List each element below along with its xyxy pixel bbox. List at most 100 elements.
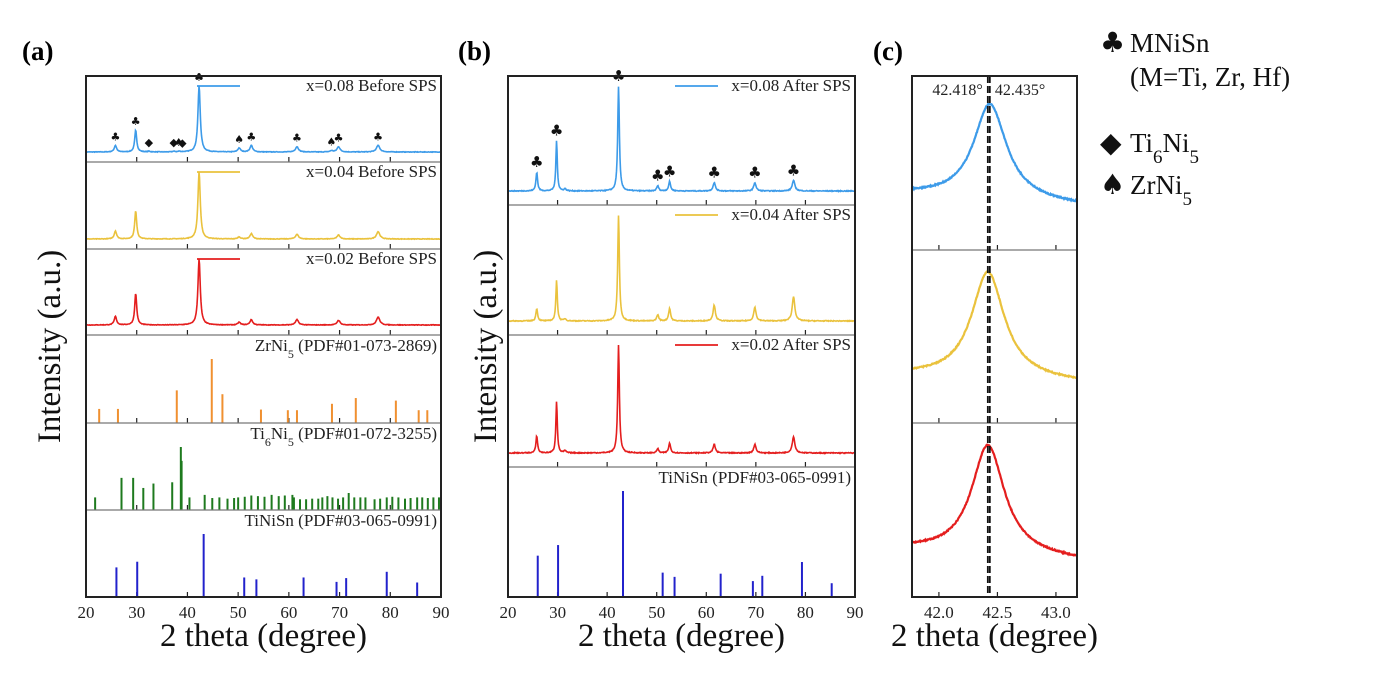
x-tick-label: 90 (847, 603, 864, 622)
legend-key-sublabel: (M=Ti, Zr, Hf) (1130, 62, 1290, 92)
reference-label: Ti6Ni5 (PDF#01-072-3255) (250, 424, 437, 449)
label-part: MNiSn (1130, 28, 1210, 58)
peak-marker-club-icon: ♣ (194, 71, 204, 84)
label-part: Ti (250, 424, 265, 443)
panel-label: (b) (458, 36, 491, 66)
x-tick-label: 80 (797, 603, 814, 622)
subscript: 6 (265, 435, 271, 449)
subscript: 5 (288, 347, 294, 361)
peak-position-label: 42.418° (932, 82, 982, 99)
label-part: Ni (1163, 128, 1190, 158)
x-tick-label: 50 (230, 603, 247, 622)
label-part: (PDF#01-072-3255) (294, 424, 437, 443)
peak-marker-club-icon: ♣ (131, 115, 141, 128)
subplot-2 (911, 249, 1077, 423)
x-tick-label: 20 (78, 603, 95, 622)
panel-label: (c) (873, 36, 903, 66)
subplot-3: x=0.02 After SPS (507, 334, 856, 467)
y-axis-title: Intensity (a.u.) (468, 250, 504, 443)
legend-label: x=0.02 Before SPS (306, 249, 437, 268)
legend-label: x=0.02 After SPS (731, 335, 851, 354)
peak-marker-club-icon: ♣ (707, 164, 720, 182)
label-part: ZrNi (255, 336, 288, 355)
peak-marker-club-icon: ♣ (292, 132, 302, 145)
peak-marker-club-icon: ♣ (246, 130, 256, 143)
subplot-2: x=0.04 Before SPS (85, 161, 441, 249)
xrd-pattern-line (507, 344, 856, 455)
x-tick-label: 30 (128, 603, 145, 622)
peak-marker-diamond-icon: ◆ (178, 136, 187, 149)
peak-profile-line (911, 102, 1078, 203)
peak-marker-club-icon: ♣ (110, 130, 120, 143)
label-part: (PDF#03-065-0991) (294, 511, 437, 530)
subscript: 6 (1153, 147, 1163, 168)
peak-marker-club-icon: ♣ (334, 132, 344, 145)
peak-marker-diamond-icon: ◆ (170, 136, 179, 149)
label-part: Ti (1130, 128, 1153, 158)
reference-label: ZrNi5 (PDF#01-073-2869) (255, 336, 437, 361)
x-axis-title: 2 theta (degree) (160, 618, 367, 654)
x-axis-title: 2 theta (degree) (578, 618, 785, 654)
x-tick-label: 90 (433, 603, 450, 622)
xrd-pattern-line (85, 172, 441, 241)
x-tick-label: 30 (549, 603, 566, 622)
label-part: TiNiSn (244, 511, 294, 530)
xrd-pattern-line (85, 259, 442, 327)
subscript: 5 (288, 435, 294, 449)
subplot-3 (911, 422, 1078, 597)
peak-marker-spade-icon: ♠ (327, 135, 337, 148)
xrd-pattern-line (85, 86, 441, 154)
subplot-3: x=0.02 Before SPS (85, 248, 442, 335)
label-part: (PDF#03-065-0991) (708, 468, 851, 487)
subplot-4: TiNiSn (PDF#03-065-0991) (508, 466, 855, 597)
label-part: ZrNi (1130, 170, 1182, 200)
plot-frame (507, 75, 856, 598)
panel-a: (a)x=0.08 Before SPS♣♣◆ ◆♠◆♣♠ ♣ ♣ ♠♣ ♣x=0.04 … (22, 36, 450, 654)
legend-key-label: MNiSn (1130, 28, 1210, 58)
subscript: 5 (1190, 147, 1200, 168)
label-part: TiNiSn (658, 468, 708, 487)
x-tick-label: 60 (280, 603, 297, 622)
x-tick-label: 70 (747, 603, 764, 622)
x-tick-label: 42.5 (983, 603, 1013, 622)
peak-marker-club-icon: ♣ (530, 153, 543, 171)
peak-marker-club-icon: ♣ (651, 167, 664, 185)
x-tick-label: 43.0 (1041, 603, 1071, 622)
x-axis-title: 2 theta (degree) (891, 618, 1098, 654)
peak-profile-line (911, 270, 1077, 380)
panel-label: (a) (22, 36, 53, 66)
reference-label: TiNiSn (PDF#03-065-0991) (244, 511, 437, 530)
peak-position-label: 42.435° (995, 82, 1045, 99)
peak-marker-club-icon: ♣ (663, 162, 676, 180)
x-tick-label: 40 (599, 603, 616, 622)
panel-c: (c) 42.418° 42.435° 42.0 42.5 43.02 theta (de… (873, 36, 1098, 654)
phase-legend: ♣ MNiSn(M=Ti, Zr, Hf)◆ Ti6Ni5♠ ZrNi5 (1100, 26, 1290, 210)
legend-key-label: ZrNi5 (1130, 170, 1192, 210)
subplot-1: x=0.08 Before SPS♣♣◆ ◆♠◆♣♠ ♣ ♣ ♠♣ ♣ (85, 71, 441, 162)
x-tick-label: 80 (382, 603, 399, 622)
x-tick-label: 40 (179, 603, 196, 622)
x-tick-label: 50 (648, 603, 665, 622)
peak-marker-club-icon: ♣ (550, 121, 563, 139)
peak-marker-club-icon: ♣ (787, 161, 800, 179)
legend-key-label: Ti6Ni5 (1130, 128, 1199, 168)
label-part: Ni (271, 424, 288, 443)
peak-marker-club-icon: ♣ (373, 130, 383, 143)
panel-b: (b)x=0.08 After SPS♣♣♣♣♣ ♣ ♣ ♣x=0.04 After … (458, 36, 864, 654)
peak-marker-spade-icon: ♠ (174, 136, 184, 149)
y-axis-title: Intensity (a.u.) (32, 250, 68, 443)
peak-marker-spade-icon: ♠ (234, 133, 244, 146)
peak-profile-line (911, 443, 1078, 557)
xrd-pattern-line (507, 86, 856, 193)
x-tick-label: 60 (698, 603, 715, 622)
x-tick-label: 42.0 (924, 603, 954, 622)
diamond-icon: ◆ (1100, 126, 1122, 159)
peak-marker-diamond-icon: ◆ (145, 136, 154, 149)
peak-marker-club-icon: ♣ (748, 164, 761, 182)
subscript: 5 (1182, 189, 1192, 210)
subplot-1: x=0.08 After SPS♣♣♣♣♣ ♣ ♣ ♣ (507, 67, 856, 205)
legend-label: x=0.04 Before SPS (306, 162, 437, 181)
subplot-5: Ti6Ni5 (PDF#01-072-3255) (86, 422, 441, 510)
subplot-1 (911, 102, 1078, 250)
